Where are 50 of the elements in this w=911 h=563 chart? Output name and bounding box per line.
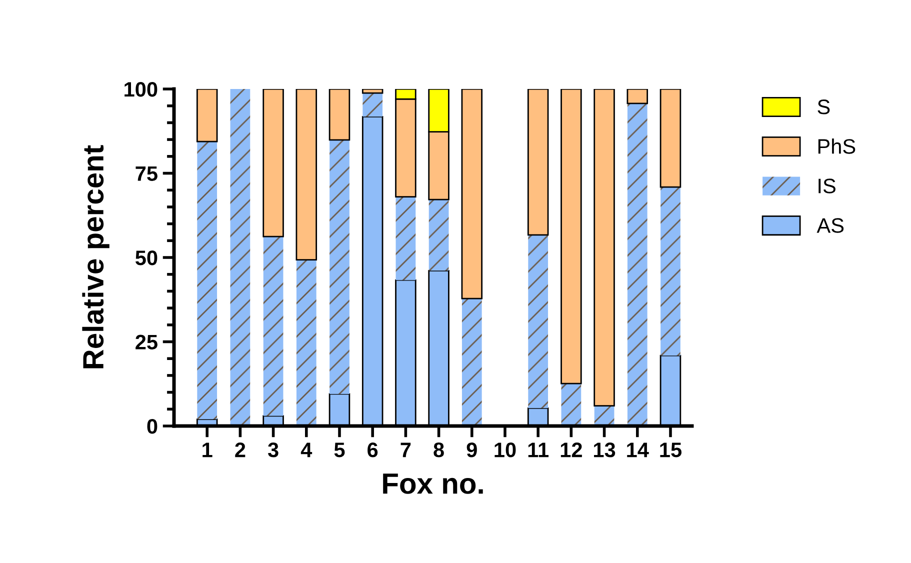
bar <box>660 89 682 188</box>
bar <box>428 200 449 271</box>
bar <box>627 103 648 426</box>
bar <box>263 236 284 416</box>
legend-label: PhS <box>818 138 856 154</box>
bar <box>296 260 316 426</box>
bar <box>594 89 615 406</box>
bar <box>626 89 648 104</box>
x-tick-label: 3 <box>268 442 278 458</box>
y-tick-label: 75 <box>136 166 158 182</box>
bar <box>230 89 250 426</box>
y-tick-label: 0 <box>147 419 158 434</box>
bar <box>396 196 416 280</box>
bar <box>362 89 384 94</box>
legend-label: IS <box>818 178 836 194</box>
x-tick-label: 13 <box>594 442 616 458</box>
bar <box>328 89 350 141</box>
bar <box>362 93 383 117</box>
bar <box>560 89 582 384</box>
legend-label: AS <box>816 218 844 233</box>
y-tick-label: 100 <box>124 82 158 97</box>
x-tick-label: 15 <box>660 442 682 458</box>
x-tick-label: 7 <box>400 442 411 458</box>
bar <box>527 89 549 236</box>
x-tick-label: 14 <box>627 442 649 458</box>
x-tick-label: 5 <box>334 442 345 458</box>
x-tick-label: 11 <box>528 442 549 458</box>
x-tick-label: 10 <box>494 442 516 458</box>
bar <box>197 142 218 420</box>
bar <box>462 298 482 426</box>
x-tick-label: 1 <box>202 442 212 458</box>
bar <box>461 89 483 300</box>
bar <box>561 384 582 426</box>
bar <box>296 89 318 261</box>
x-tick-label: 12 <box>560 442 582 458</box>
y-axis-title: Relative percent <box>82 145 110 368</box>
bar <box>196 89 218 142</box>
x-tick-label: 4 <box>300 442 312 458</box>
x-axis-title: Fox no. <box>383 474 483 494</box>
legend-label: S <box>818 100 830 114</box>
bar <box>330 140 350 394</box>
bar <box>262 89 284 238</box>
x-tick-label: 9 <box>466 442 477 458</box>
x-tick-label: 2 <box>235 442 246 458</box>
x-tick-label: 6 <box>368 442 378 458</box>
bar <box>528 234 548 408</box>
y-tick-label: 25 <box>136 334 158 350</box>
x-tick-label: 8 <box>434 442 444 458</box>
y-tick-label: 50 <box>136 250 158 266</box>
bar <box>660 187 680 356</box>
